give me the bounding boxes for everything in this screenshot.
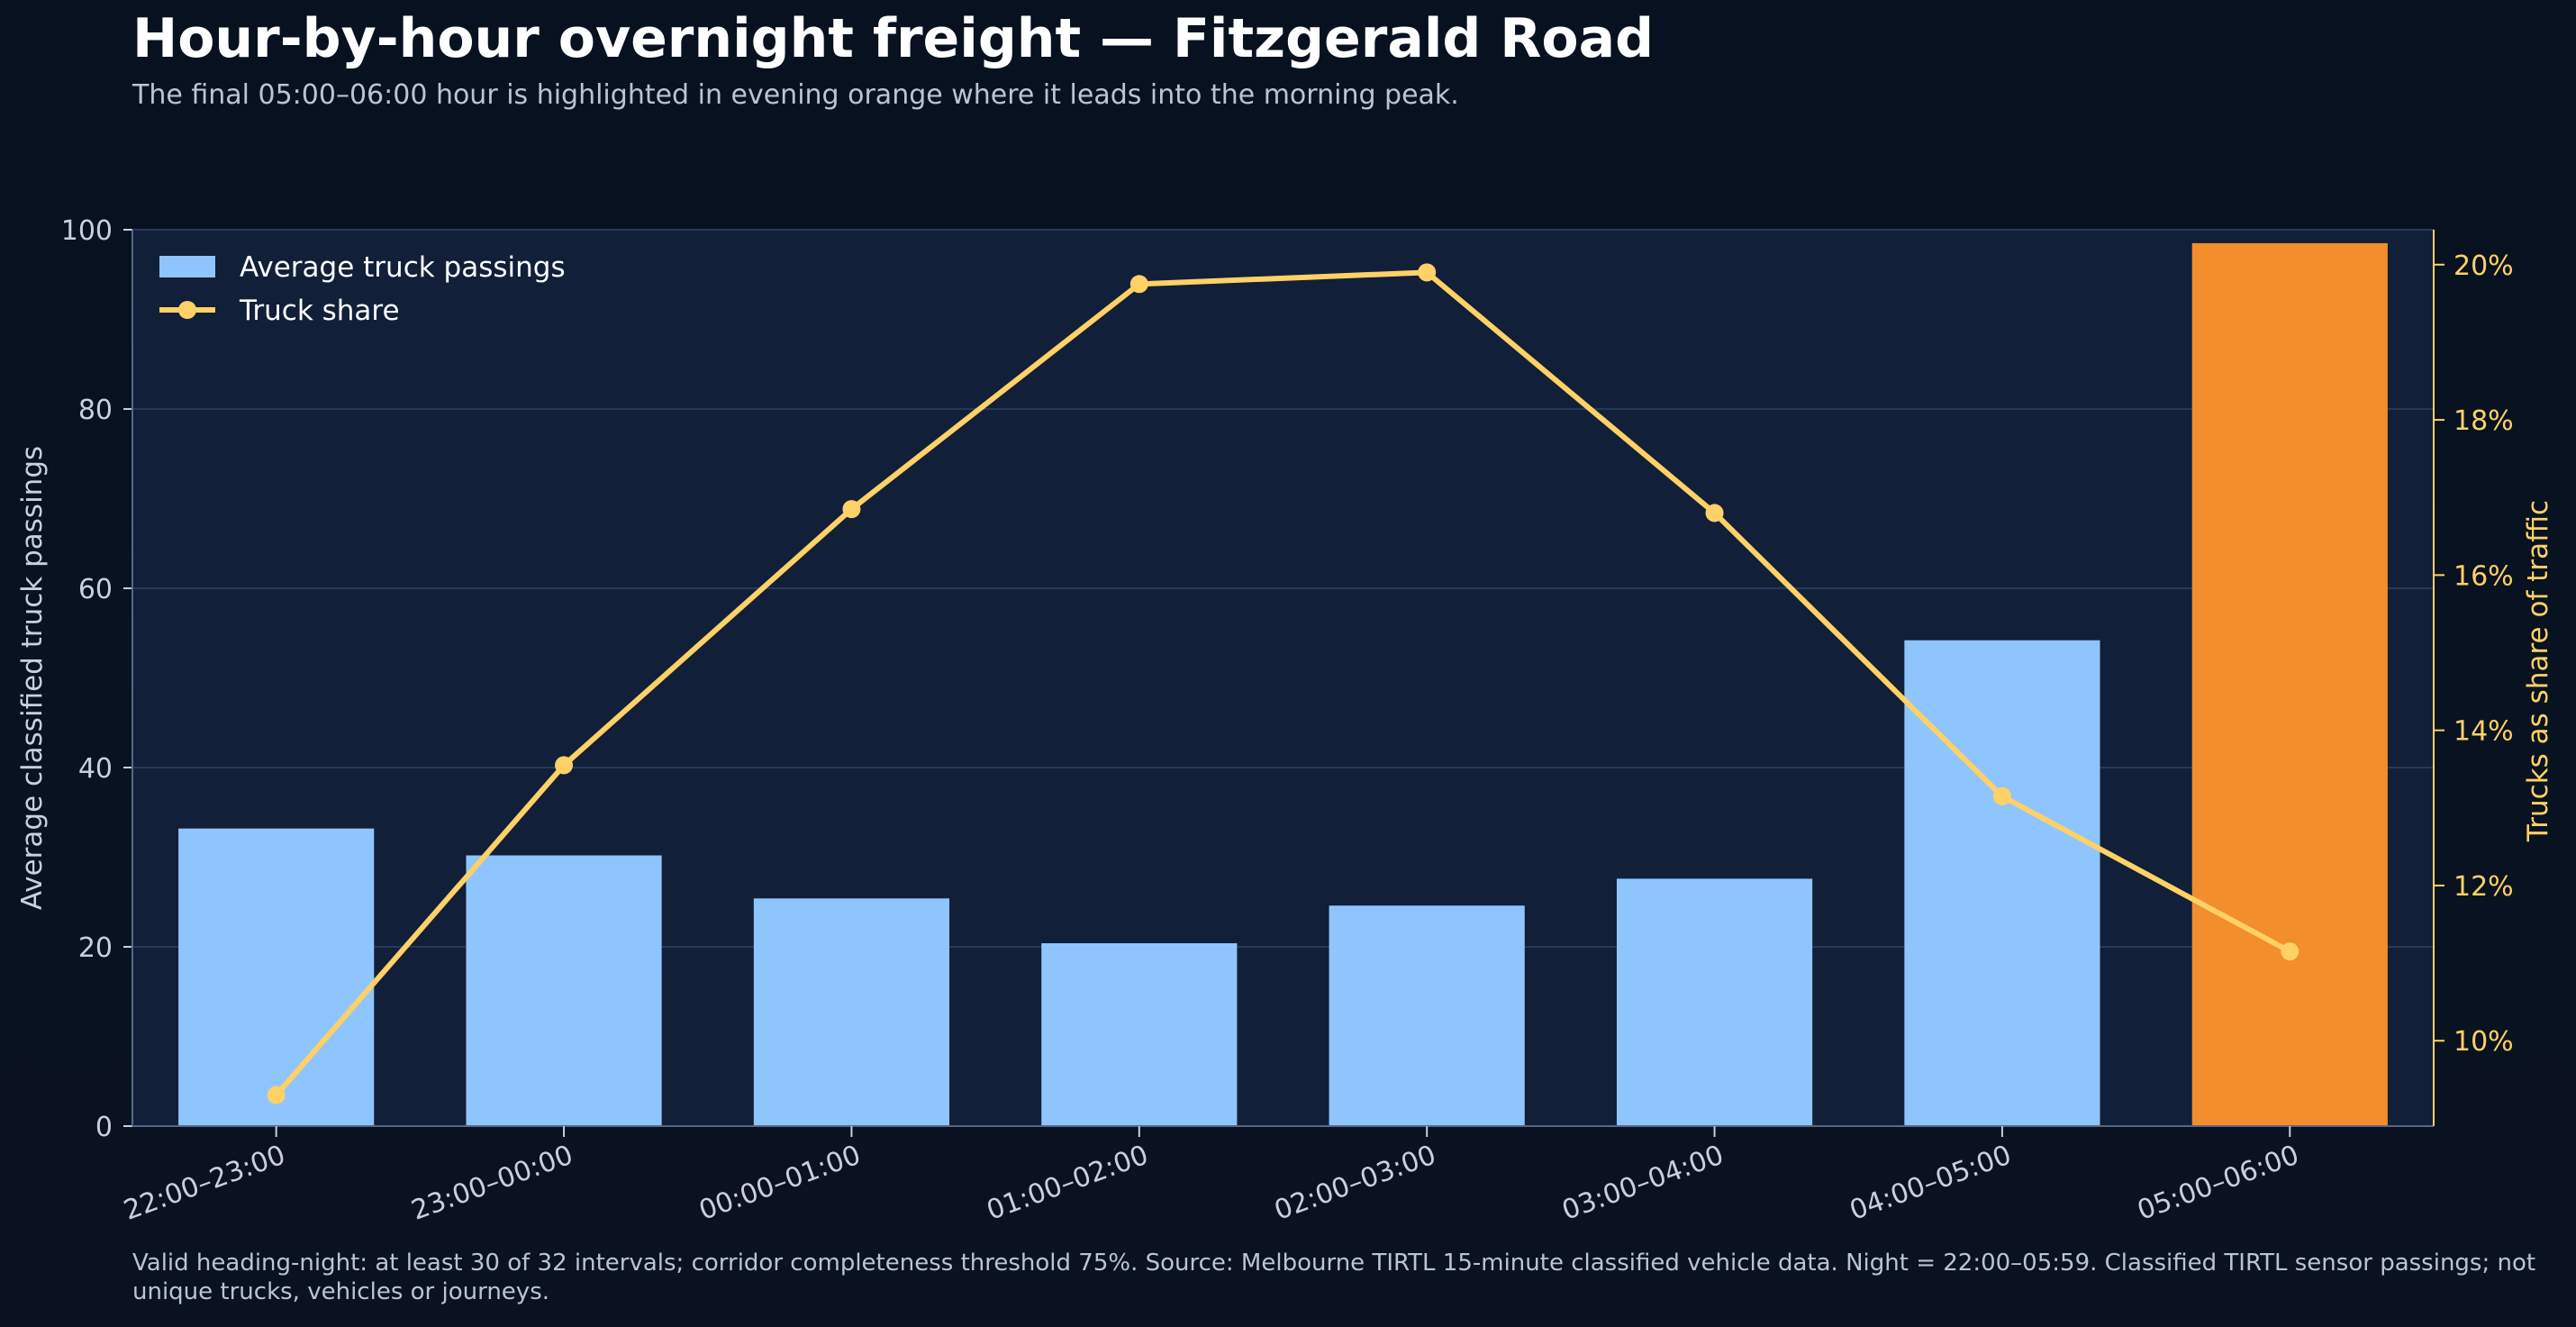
legend-label: Truck share (239, 295, 400, 327)
bar (178, 828, 375, 1126)
legend-swatch-bar (159, 256, 215, 277)
bar (1329, 905, 1525, 1126)
x-tick-label: 03:00–04:00 (1558, 1140, 1728, 1227)
bar (1904, 640, 2100, 1126)
y2-tick-label: 10% (2454, 1026, 2514, 1058)
y2-tick-label: 12% (2454, 871, 2514, 903)
line-point (1705, 504, 1724, 523)
line-point (267, 1086, 286, 1104)
line-point (1129, 275, 1148, 294)
x-tick-label: 04:00–05:00 (1846, 1140, 2016, 1227)
y-tick-label: 80 (78, 395, 113, 426)
chart-title: Hour-by-hour overnight freight — Fitzger… (132, 7, 1655, 70)
line-path (274, 269, 2291, 1097)
legend-label: Average truck passings (240, 251, 566, 284)
legend: Average truck passings Truck share (159, 251, 566, 327)
bar (1041, 943, 1238, 1126)
bar (1616, 878, 1813, 1126)
bar (753, 898, 950, 1126)
truck-share-line (267, 263, 2299, 1104)
bar (466, 855, 662, 1126)
y-tick-label: 60 (78, 574, 113, 605)
y-axis-title: Average classified truck passings (16, 446, 49, 910)
line-point (555, 756, 574, 775)
line-point (842, 500, 861, 519)
y-tick-label: 20 (78, 932, 113, 964)
y2-tick-label: 14% (2454, 716, 2514, 748)
bar (2191, 242, 2388, 1126)
x-tick-label: 23:00–00:00 (407, 1140, 577, 1227)
line-point (2281, 942, 2299, 961)
footnote: Valid heading-night: at least 30 of 32 i… (132, 1250, 2536, 1305)
y2-tick-label: 20% (2454, 250, 2514, 282)
y-tick-label: 0 (95, 1112, 113, 1143)
y-tick-label: 100 (61, 215, 113, 247)
y-tick-label: 40 (78, 753, 113, 785)
x-tick-label: 02:00–03:00 (1270, 1140, 1440, 1227)
x-tick-label: 05:00–06:00 (2133, 1140, 2303, 1227)
legend-marker (178, 301, 196, 319)
x-tick-label: 01:00–02:00 (983, 1140, 1153, 1227)
bars (178, 242, 2388, 1126)
y2-tick-label: 16% (2454, 560, 2514, 592)
x-tick-label: 22:00–23:00 (120, 1140, 290, 1227)
line-point (1992, 786, 2011, 805)
line-point (1418, 263, 1437, 282)
y2-axis-title: Trucks as share of traffic (2522, 500, 2554, 842)
chart-subtitle: The final 05:00–06:00 hour is highlighte… (132, 79, 1459, 111)
y2-tick-label: 18% (2454, 405, 2514, 437)
x-tick-label: 00:00–01:00 (695, 1140, 866, 1227)
